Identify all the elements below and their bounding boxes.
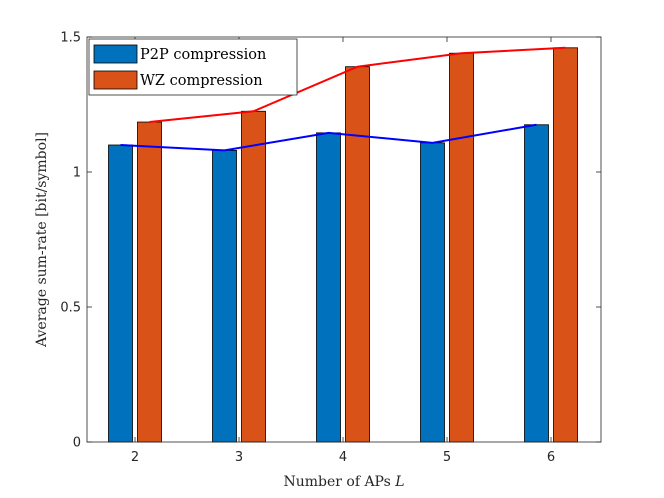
x-tick-label: 5 (443, 450, 451, 465)
x-axis-label: Number of APs L (283, 474, 404, 490)
y-axis-label: Average sum-rate [bit/symbol] (34, 132, 50, 348)
plot-area (87, 37, 601, 442)
line-wz (149, 46, 566, 124)
x-tick-label: 2 (131, 450, 139, 465)
bar-p2p-5 (420, 142, 445, 443)
legend-swatch-wz (93, 70, 138, 90)
axes-layer: 0 0.5 1 1.5 2 3 4 5 6 (60, 31, 602, 465)
bar-p2p-3 (212, 149, 237, 443)
legend-label-wz: WZ compression (140, 73, 263, 89)
x-tick-label: 4 (339, 450, 347, 465)
y-tick-label: 1.5 (60, 31, 81, 46)
lines-layer (120, 46, 566, 152)
x-tick-label: 3 (235, 450, 243, 465)
bar-wz-4 (345, 66, 370, 443)
legend: P2P compression WZ compression (88, 38, 298, 96)
bar-p2p-4 (316, 132, 341, 443)
bar-p2p-6 (524, 124, 549, 443)
x-tick-label: 6 (547, 450, 555, 465)
axes-frame (86, 36, 602, 443)
x-axis-variable: L (394, 474, 404, 490)
bars-layer (108, 47, 578, 443)
bar-wz-3 (241, 110, 266, 443)
bar-wz-2 (137, 121, 162, 443)
bar-p2p-2 (108, 144, 133, 443)
y-tick-label: 0 (73, 436, 81, 451)
bar-wz-6 (553, 47, 578, 443)
line-p2p (120, 123, 537, 152)
y-tick-label: 0.5 (60, 301, 81, 316)
y-tick-label: 1 (73, 166, 81, 181)
legend-swatch-p2p (93, 44, 138, 64)
bar-wz-5 (449, 52, 474, 443)
legend-label-p2p: P2P compression (140, 47, 266, 63)
